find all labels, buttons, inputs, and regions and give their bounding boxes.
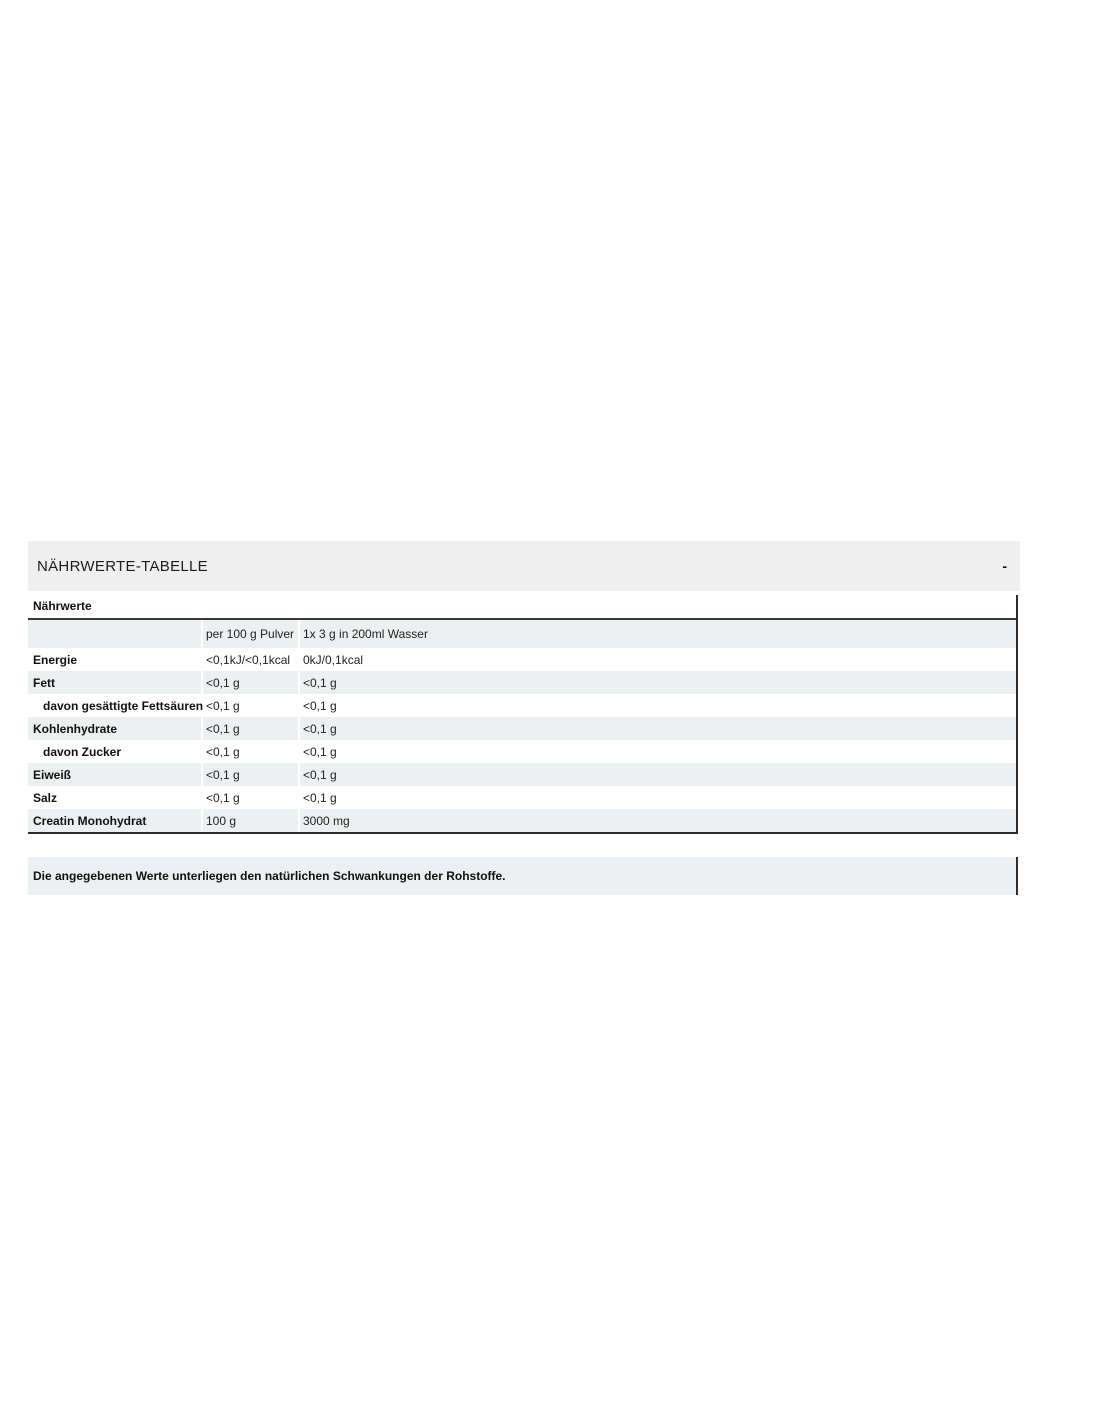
row-value-portion: 0kJ/0,1kcal	[303, 652, 364, 667]
row-label: Energie	[28, 648, 203, 671]
row-value-per100g: <0,1 g	[203, 763, 300, 786]
table-caption: Nährwerte	[28, 595, 1016, 620]
table-row: davon gesättigte Fettsäuren <0,1 g <0,1 …	[28, 694, 1016, 717]
row-value-portion: <0,1 g	[300, 717, 1016, 740]
row-value-per100g: <0,1 g	[203, 694, 300, 717]
table-row: Creatin Monohydrat 100 g 3000 mg	[28, 809, 1016, 832]
row-value-per100g: <0,1 g	[203, 671, 300, 694]
nutrition-table-container: Nährwerte per 100 g Pulver 1x 3 g in 200…	[28, 595, 1018, 834]
nutrition-section: NÄHRWERTE-TABELLE - Nährwerte per 100 g …	[28, 541, 1020, 895]
row-value-per100g: <0,1kJ/<0,1kcal	[203, 648, 300, 671]
row-value-per100g: <0,1 g	[203, 740, 300, 763]
row-label: Eiweiß	[28, 763, 203, 786]
row-value-per100g: 100 g	[203, 809, 300, 832]
row-value-portion: <0,1 g	[300, 671, 1016, 694]
row-value-portion: <0,1 g	[300, 763, 1016, 786]
row-label: davon Zucker	[28, 740, 203, 763]
table-row: Salz <0,1 g <0,1 g	[28, 786, 1016, 809]
row-value-portion: <0,1 g	[303, 698, 337, 713]
row-value-portion: <0,1 g	[303, 790, 337, 805]
row-label: davon gesättigte Fettsäuren	[28, 694, 203, 717]
table-row: davon Zucker <0,1 g <0,1 g	[28, 740, 1016, 763]
nutrition-note: Die angegebenen Werte unterliegen den na…	[28, 857, 1018, 895]
accordion-header[interactable]: NÄHRWERTE-TABELLE -	[28, 541, 1020, 591]
row-value-per100g: <0,1 g	[203, 717, 300, 740]
nutrition-note-text: Die angegebenen Werte unterliegen den na…	[33, 869, 506, 883]
row-value-per100g: <0,1 g	[203, 786, 300, 809]
row-value-portion: 3000 mg	[300, 809, 1016, 832]
row-label: Salz	[28, 786, 203, 809]
accordion-title: NÄHRWERTE-TABELLE	[37, 557, 208, 575]
table-row: Energie <0,1kJ/<0,1kcal 0kJ/0,1kcal	[28, 648, 1016, 671]
table-row: Fett <0,1 g <0,1 g	[28, 671, 1016, 694]
row-value-portion: <0,1 g	[303, 744, 337, 759]
table-header-row: per 100 g Pulver 1x 3 g in 200ml Wasser	[28, 620, 1016, 648]
table-row: Kohlenhydrate <0,1 g <0,1 g	[28, 717, 1016, 740]
header-cell-portion: 1x 3 g in 200ml Wasser	[300, 620, 1016, 648]
header-cell-per100g: per 100 g Pulver	[203, 620, 300, 648]
table-row: Eiweiß <0,1 g <0,1 g	[28, 763, 1016, 786]
row-label: Creatin Monohydrat	[28, 809, 203, 832]
header-cell-empty	[28, 620, 203, 648]
nutrition-table: per 100 g Pulver 1x 3 g in 200ml Wasser …	[28, 620, 1016, 832]
row-label: Kohlenhydrate	[28, 717, 203, 740]
row-label: Fett	[28, 671, 203, 694]
collapse-minus-icon[interactable]: -	[1002, 558, 1007, 574]
